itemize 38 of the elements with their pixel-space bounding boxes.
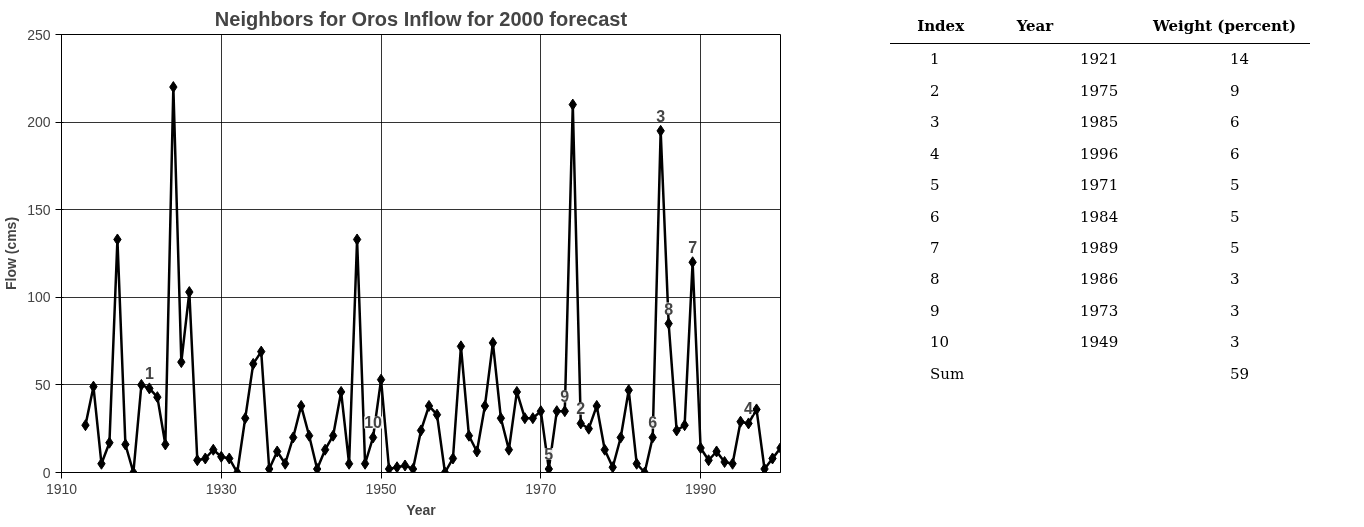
- text: 6 1984 5: [930, 207, 1240, 226]
- annotation: 1: [144, 365, 154, 383]
- text: 3 1985 6: [930, 113, 1240, 132]
- text: 8 1986 3: [930, 270, 1240, 289]
- y-tick-label: 50: [34, 376, 51, 393]
- x-tick-label: 1950: [365, 480, 397, 497]
- x-tick-label: 1990: [685, 480, 717, 497]
- y-tick-label: 200: [27, 114, 51, 131]
- text: 5 1971 5: [930, 176, 1240, 195]
- category-label: Year: [991, 10, 1079, 44]
- annotation: 4: [744, 400, 754, 418]
- text: 1 1921 14: [930, 50, 1250, 69]
- text: 7 1989 5: [930, 238, 1240, 257]
- annotation: 2: [576, 400, 586, 418]
- x-tick-label: 1970: [525, 480, 557, 497]
- text: 10 1949 3: [930, 333, 1240, 352]
- annotation: 3: [656, 107, 666, 125]
- annotation: 10: [364, 414, 383, 432]
- text: 2 1975 9: [930, 81, 1240, 100]
- annotation: 9: [560, 388, 570, 406]
- y-axis-title: Flow (cms): [3, 216, 20, 291]
- annotation: 7: [688, 239, 698, 257]
- x-tick-label: 1930: [205, 480, 238, 497]
- y-tick-label: 150: [27, 201, 51, 218]
- text: Sum 59: [930, 364, 1250, 383]
- y-tick-label: 100: [27, 289, 51, 306]
- x-tick-label: 1910: [45, 480, 78, 497]
- category-label: Weight (percent): [1078, 10, 1310, 44]
- category-label: Index: [890, 10, 992, 44]
- y-tick-label: 250: [27, 26, 51, 43]
- y-tick-label: 0: [42, 464, 51, 481]
- chart-title: Neighbors for Oros Inflow for 2000 forecast: [214, 7, 628, 30]
- annotation: 5: [544, 446, 554, 463]
- annotation: 8: [664, 300, 674, 318]
- text: 4 1996 6: [930, 144, 1240, 163]
- annotation: 6: [648, 414, 658, 432]
- x-axis-title: Year: [406, 501, 437, 518]
- text: 9 1973 3: [930, 301, 1240, 320]
